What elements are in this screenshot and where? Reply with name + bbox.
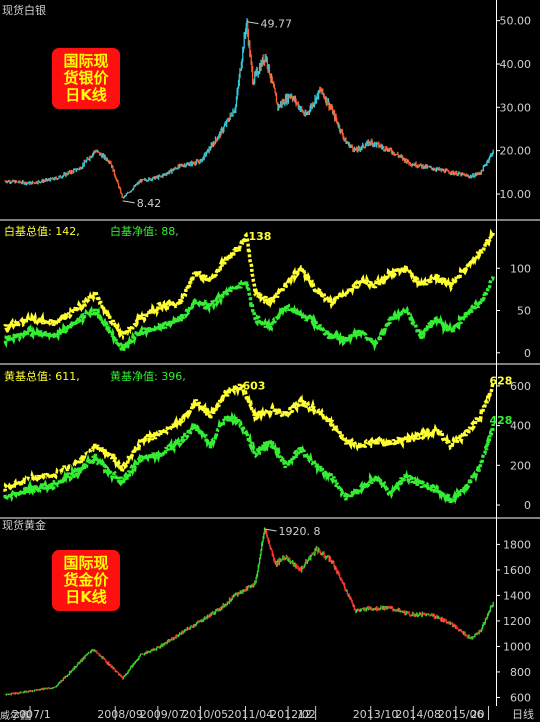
x-tick-label-5: 2012/02 [270, 708, 316, 720]
x-tick-label-0: 2007/1 [12, 708, 51, 720]
gold-panel-title: 现货黄金 [2, 519, 46, 532]
y-tick-label-0-2: 30.00 [500, 101, 532, 114]
gold-badge: 国际现 货金价 日K线 [52, 550, 120, 611]
x-tick-label-10: 20 [470, 708, 484, 720]
x-tick-label-1: 2008/09 [97, 708, 143, 720]
y-tick-label-1-2: 0 [524, 347, 531, 360]
y-tick-label-1-1: 50 [517, 305, 531, 318]
y-tick-label-3-0: 1800 [503, 538, 531, 551]
series-line-2-1 [3, 408, 495, 506]
annotation-label-0-1: 8.42 [137, 197, 162, 210]
y-tick-label-3-2: 1400 [503, 589, 531, 602]
y-tick-label-3-3: 1200 [503, 615, 531, 628]
y-tick-label-0-0: 50.00 [500, 15, 532, 28]
x-tick-label-4: 2011/04 [227, 708, 273, 720]
x-tick-label-8: 2014/08 [395, 708, 441, 720]
y-tick-label-2-1: 400 [510, 420, 531, 433]
annotation-label-3-0: 1920. 8 [279, 525, 321, 538]
panel-bg-3 [0, 518, 540, 706]
y-tick-label-3-1: 1600 [503, 564, 531, 577]
x-tick-label-2: 2009/07 [140, 708, 186, 720]
y-tick-label-2-0: 600 [510, 380, 531, 393]
y-tick-label-0-4: 10.00 [500, 188, 532, 201]
annotation-label-2-1: 628 [489, 374, 512, 387]
annotation-label-0-0: 49.77 [260, 18, 292, 31]
series-line-1-1 [3, 275, 495, 352]
annotation-arrow-0-1 [122, 200, 135, 204]
annotation-label-2-0: 603 [242, 379, 265, 392]
y-tick-label-3-5: 800 [510, 666, 531, 679]
brand-label: 威尔鑫 [0, 711, 30, 722]
gold-total-label: 黄基总值: 611, [4, 370, 80, 383]
silver-panel-title: 现货白银 [2, 4, 46, 17]
y-tick-label-3-4: 1000 [503, 640, 531, 653]
x-tick-label-3: 2010/05 [182, 708, 228, 720]
x-tick-label-6: 12 [298, 708, 312, 720]
series-line-1-0 [3, 228, 495, 342]
silver-net-label: 白基净值: 88, [110, 225, 179, 238]
y-tick-label-1-0: 100 [510, 262, 531, 275]
y-tick-label-2-3: 0 [524, 499, 531, 512]
silver-total-label: 白基总值: 142, [4, 225, 80, 238]
y-tick-label-3-6: 600 [510, 691, 531, 704]
annotation-arrow-0-0 [246, 21, 259, 25]
annotation-label-1-0: 138 [248, 230, 271, 243]
x-tick-label-9: 2015/06 [438, 708, 484, 720]
silver-badge: 国际现 货银价 日K线 [52, 48, 120, 109]
y-tick-label-0-3: 20.00 [500, 145, 532, 158]
x-axis-mode-label: 日线 [512, 707, 534, 720]
gold-net-label: 黄基净值: 396, [110, 370, 186, 383]
y-tick-label-2-2: 200 [510, 459, 531, 472]
annotation-arrow-3-0 [264, 528, 277, 532]
annotation-label-2-2: 428 [489, 414, 512, 427]
x-tick-label-7: 2013/10 [353, 708, 399, 720]
y-tick-label-0-1: 40.00 [500, 58, 532, 71]
panel-bg-0 [0, 0, 540, 219]
series-line-2-0 [3, 381, 495, 492]
